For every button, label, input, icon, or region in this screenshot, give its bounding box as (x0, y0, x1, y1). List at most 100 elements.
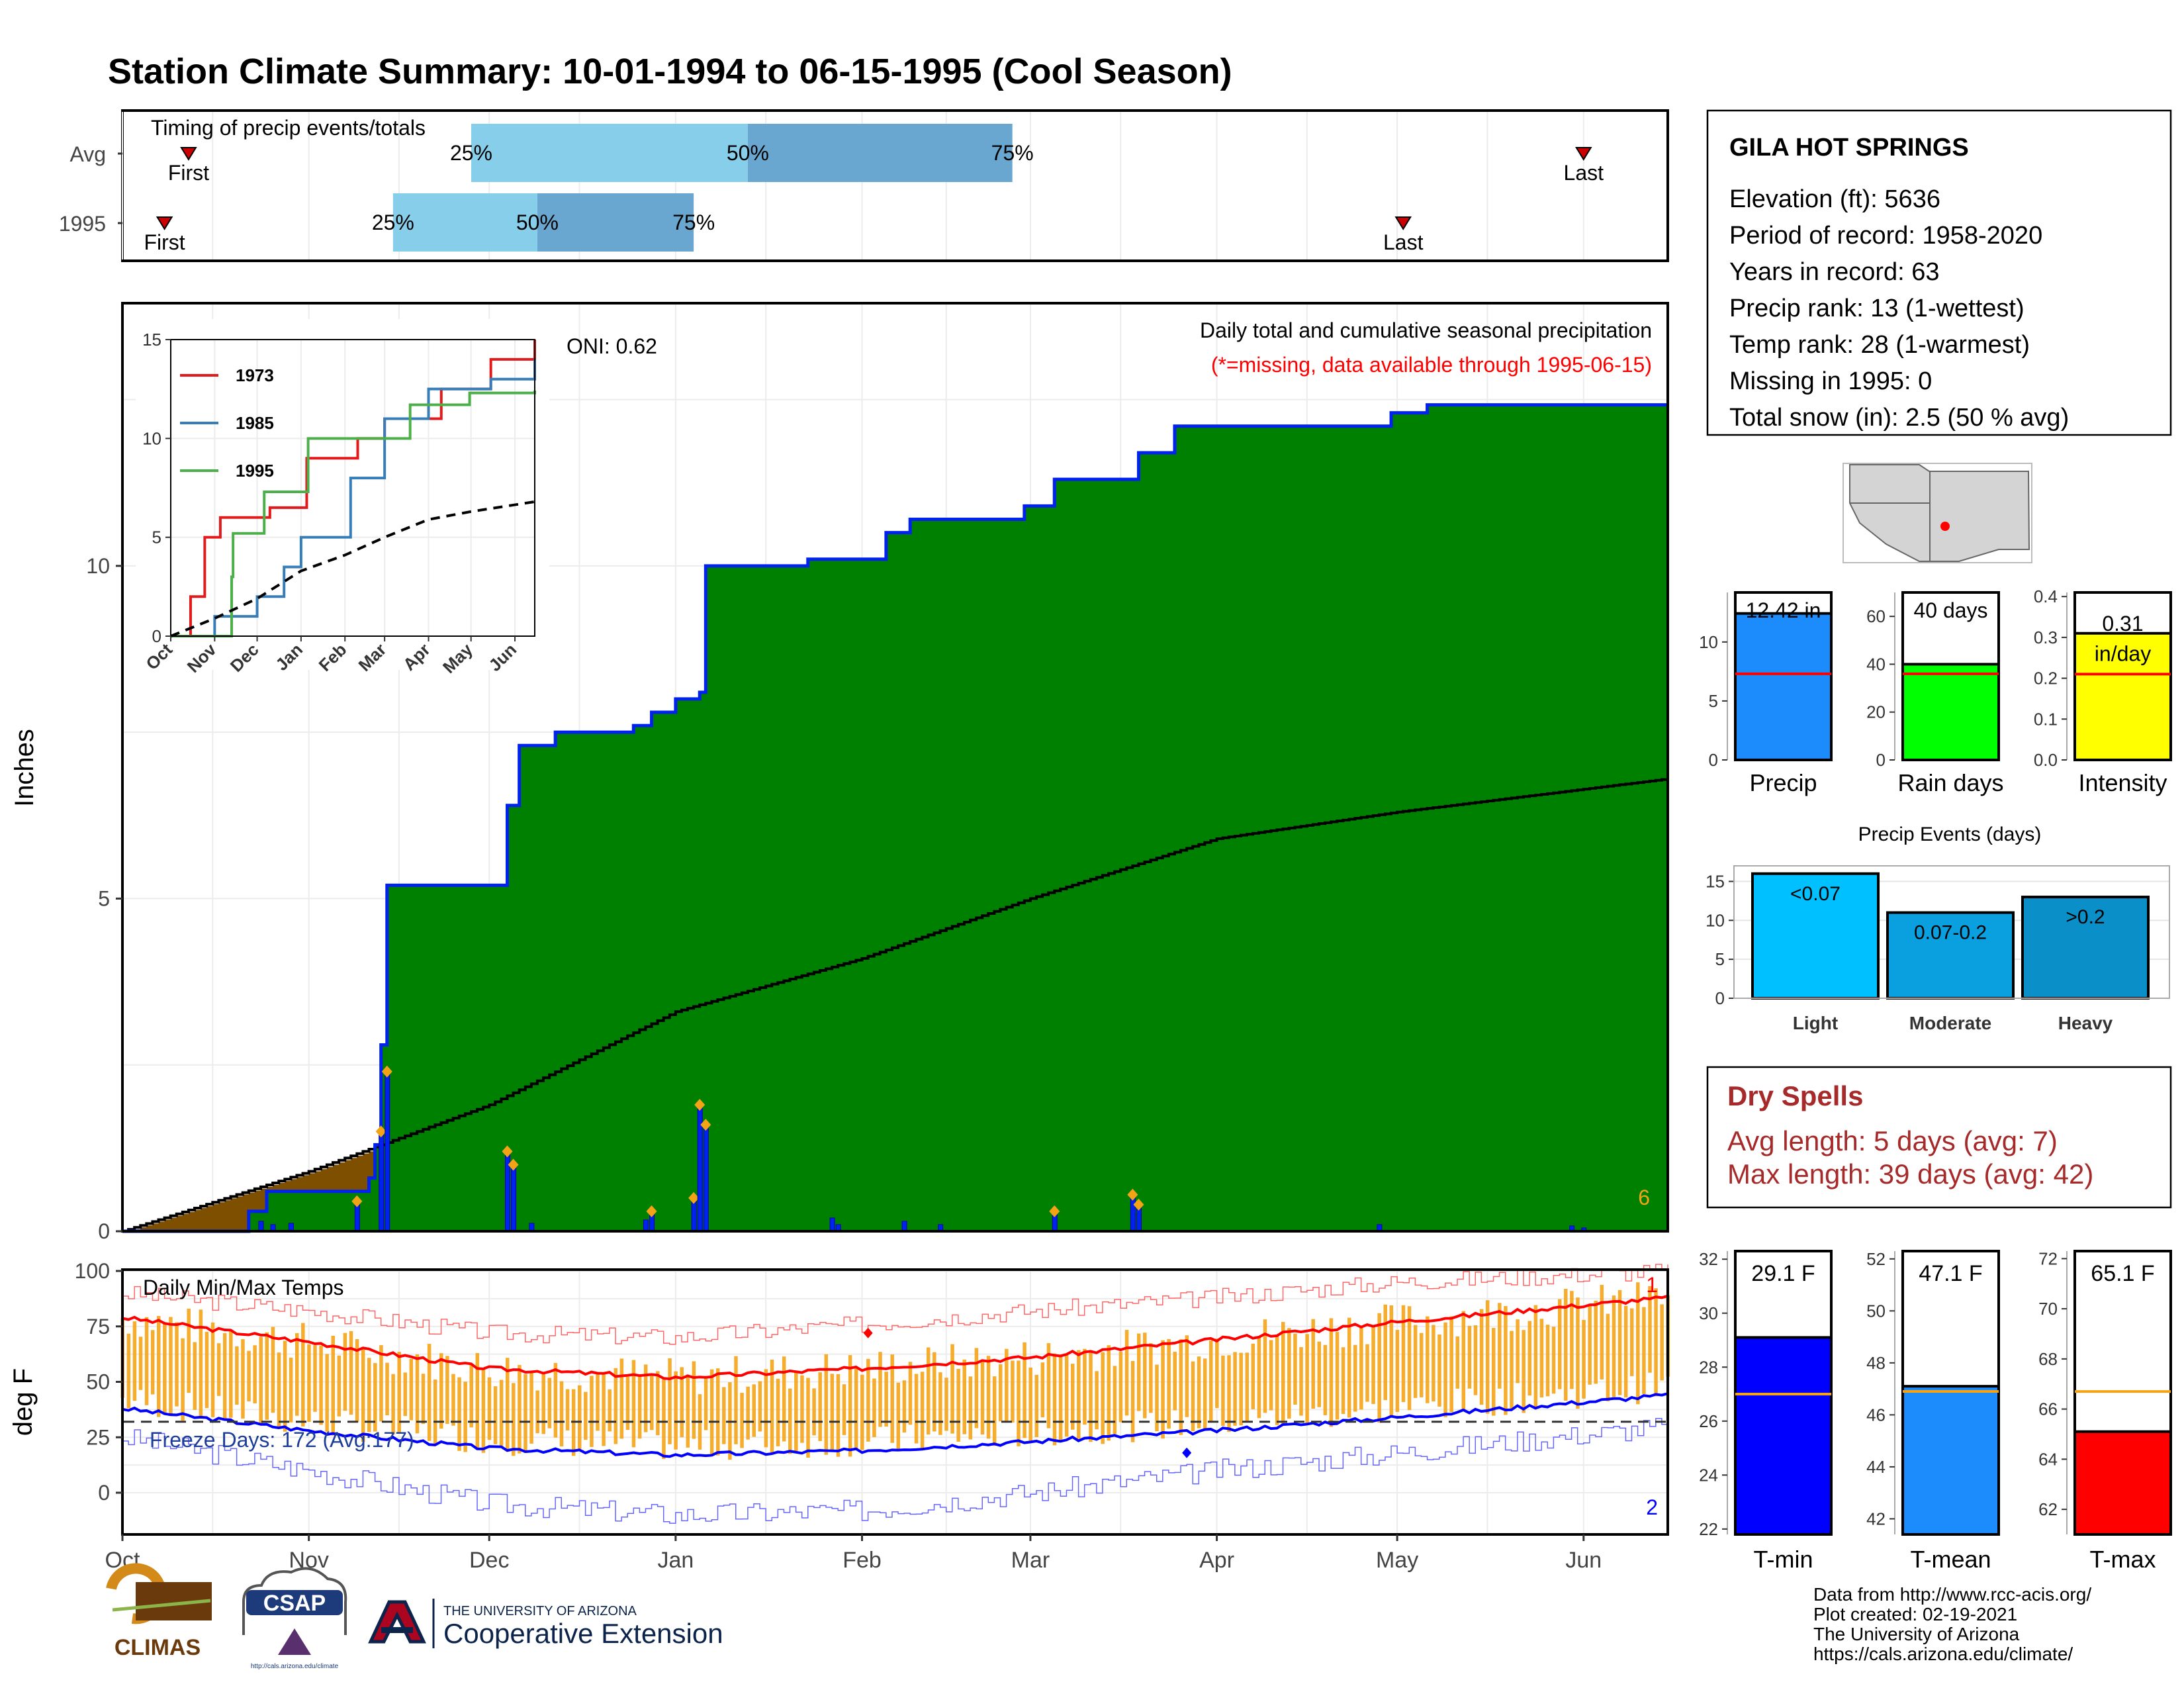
daily-precip-marker (646, 1205, 657, 1217)
temp-summary-value-label: 47.1 F (1919, 1261, 1982, 1286)
inset-legend-label: 1973 (236, 365, 274, 385)
temp-daily-bar (427, 1344, 432, 1441)
station-line: Precip rank: 13 (1-wettest) (1729, 295, 2025, 322)
temp-summary-tick-label: 44 (1866, 1457, 1886, 1477)
precip-caption: Daily total and cumulative seasonal prec… (1200, 318, 1652, 342)
temp-daily-bar (674, 1371, 678, 1450)
temp-daily-bar (1432, 1325, 1435, 1402)
temp-daily-bar (505, 1358, 510, 1452)
temp-daily-bar (1557, 1299, 1562, 1389)
uofa-logo: THE UNIVERSITY OF ARIZONA Cooperative Ex… (368, 1599, 723, 1649)
temp-daily-bar (433, 1380, 437, 1445)
csap-url: http://cals.arizona.edu/climate (251, 1663, 339, 1670)
temp-daily-bar (1582, 1319, 1586, 1399)
temp-daily-bar (830, 1374, 835, 1452)
temp-y-tick-label: 100 (75, 1259, 110, 1283)
temp-daily-bar (1612, 1295, 1616, 1397)
temp-daily-bar (1077, 1350, 1081, 1439)
station-box (1706, 109, 2172, 436)
inset-series-line-1985 (171, 359, 536, 637)
temp-daily-bar (199, 1309, 203, 1419)
mini-bar-chart-0: 0 5 10 12.42 in Precip (1699, 591, 1833, 796)
footer-line: The University of Arizona (1813, 1624, 2020, 1644)
mini-bar-tick-label: 10 (1699, 632, 1718, 652)
temp-daily-bar (1479, 1309, 1484, 1405)
timing-first-marker (156, 216, 173, 230)
footer-line: https://cals.arizona.edu/climate/ (1813, 1644, 2073, 1664)
temp-daily-bar (1389, 1305, 1394, 1418)
temp-daily-bar (812, 1388, 816, 1436)
station-line: Years in record: 63 (1729, 258, 1940, 286)
temp-daily-bar (752, 1384, 756, 1437)
timing-q75-label: 75% (991, 141, 1034, 165)
daily-precip-marker (1133, 1198, 1144, 1211)
temp-daily-bar (193, 1342, 197, 1410)
temp-daily-bar (1167, 1338, 1171, 1429)
temp-daily-bar (1629, 1308, 1634, 1376)
temp-daily-bar (1648, 1286, 1652, 1373)
temp-frame (121, 1268, 1669, 1536)
temp-daily-bar (1329, 1318, 1334, 1427)
timing-row-label: 1995 (59, 212, 106, 236)
temp-daily-bar (722, 1387, 726, 1444)
temp-daily-bar (1461, 1311, 1466, 1411)
temp-daily-bar (457, 1377, 461, 1451)
temp-daily-bar (746, 1386, 750, 1440)
temp-summary-tick-label: 50 (1866, 1301, 1886, 1321)
station-line: Temp rank: 28 (1-warmest) (1729, 331, 2030, 359)
temp-daily-bar (625, 1376, 630, 1430)
temp-daily-bar (1341, 1347, 1345, 1415)
temp-daily-bar (518, 1365, 522, 1454)
daily-precip-marker (508, 1158, 519, 1171)
temp-daily-bar (860, 1374, 864, 1450)
temp-daily-bar (415, 1354, 420, 1434)
temp-daily-bar (1377, 1313, 1381, 1423)
missing-note: (*=missing, data available through 1995-… (1211, 353, 1652, 377)
temp-daily-bar (325, 1354, 329, 1432)
temp-daily-bar (138, 1336, 143, 1390)
temp-daily-bar (235, 1346, 239, 1405)
precip-y-tick-label: 0 (98, 1219, 110, 1243)
page-title: Station Climate Summary: 10-01-1994 to 0… (108, 52, 1232, 91)
temp-daily-bar (1570, 1291, 1574, 1389)
temp-daily-bar (944, 1378, 948, 1431)
events-frame (1733, 865, 2170, 999)
precip-frame (121, 302, 1669, 1233)
temp-daily-bar (848, 1355, 852, 1457)
temp-y-tick-label: 25 (86, 1425, 110, 1449)
timing-last-label: Last (1564, 161, 1604, 185)
temp-daily-bar (210, 1322, 215, 1417)
temp-daily-bar (132, 1321, 137, 1401)
daily-precip-marker (1127, 1188, 1138, 1201)
temp-daily-bar (631, 1360, 636, 1448)
events-tick-label: 5 (1715, 949, 1725, 969)
temp-daily-bar (704, 1377, 708, 1430)
temp-daily-bar (1095, 1371, 1099, 1430)
inset-y-tick-label: 0 (152, 626, 161, 646)
events-bar (2021, 896, 2150, 1000)
inset-series-line-1995 (171, 391, 536, 637)
climas-text: CLIMAS (114, 1635, 201, 1660)
temp-daily-bar (157, 1315, 161, 1417)
temp-daily-bar (908, 1362, 913, 1425)
station-line: Period of record: 1958-2020 (1729, 222, 2042, 250)
temp-background (122, 1270, 1668, 1534)
temp-daily-bar (391, 1374, 395, 1434)
temp-daily-bar (878, 1352, 882, 1427)
mini-bar-tick-label: 0.2 (2034, 669, 2058, 688)
temp-daily-bar (301, 1323, 305, 1427)
temp-daily-bar (1064, 1354, 1069, 1437)
precip-corner-count: 6 (1638, 1186, 1650, 1209)
temp-daily-bar (1485, 1300, 1490, 1414)
temp-daily-bar (469, 1364, 473, 1428)
climas-logo: CLIMAS (106, 1563, 212, 1660)
temp-daily-bar (373, 1363, 377, 1432)
temp-daily-bar (313, 1345, 317, 1412)
temp-daily-bar (181, 1338, 185, 1421)
daily-precip-bar (901, 1221, 907, 1232)
temp-daily-bar (1498, 1303, 1502, 1389)
temp-summary-value-bar (1734, 1336, 1833, 1536)
temp-daily-bar (535, 1390, 539, 1434)
precip-panel: 0 5 10 Inches ONI: 0.62 Daily total and cu… (10, 302, 1669, 1243)
